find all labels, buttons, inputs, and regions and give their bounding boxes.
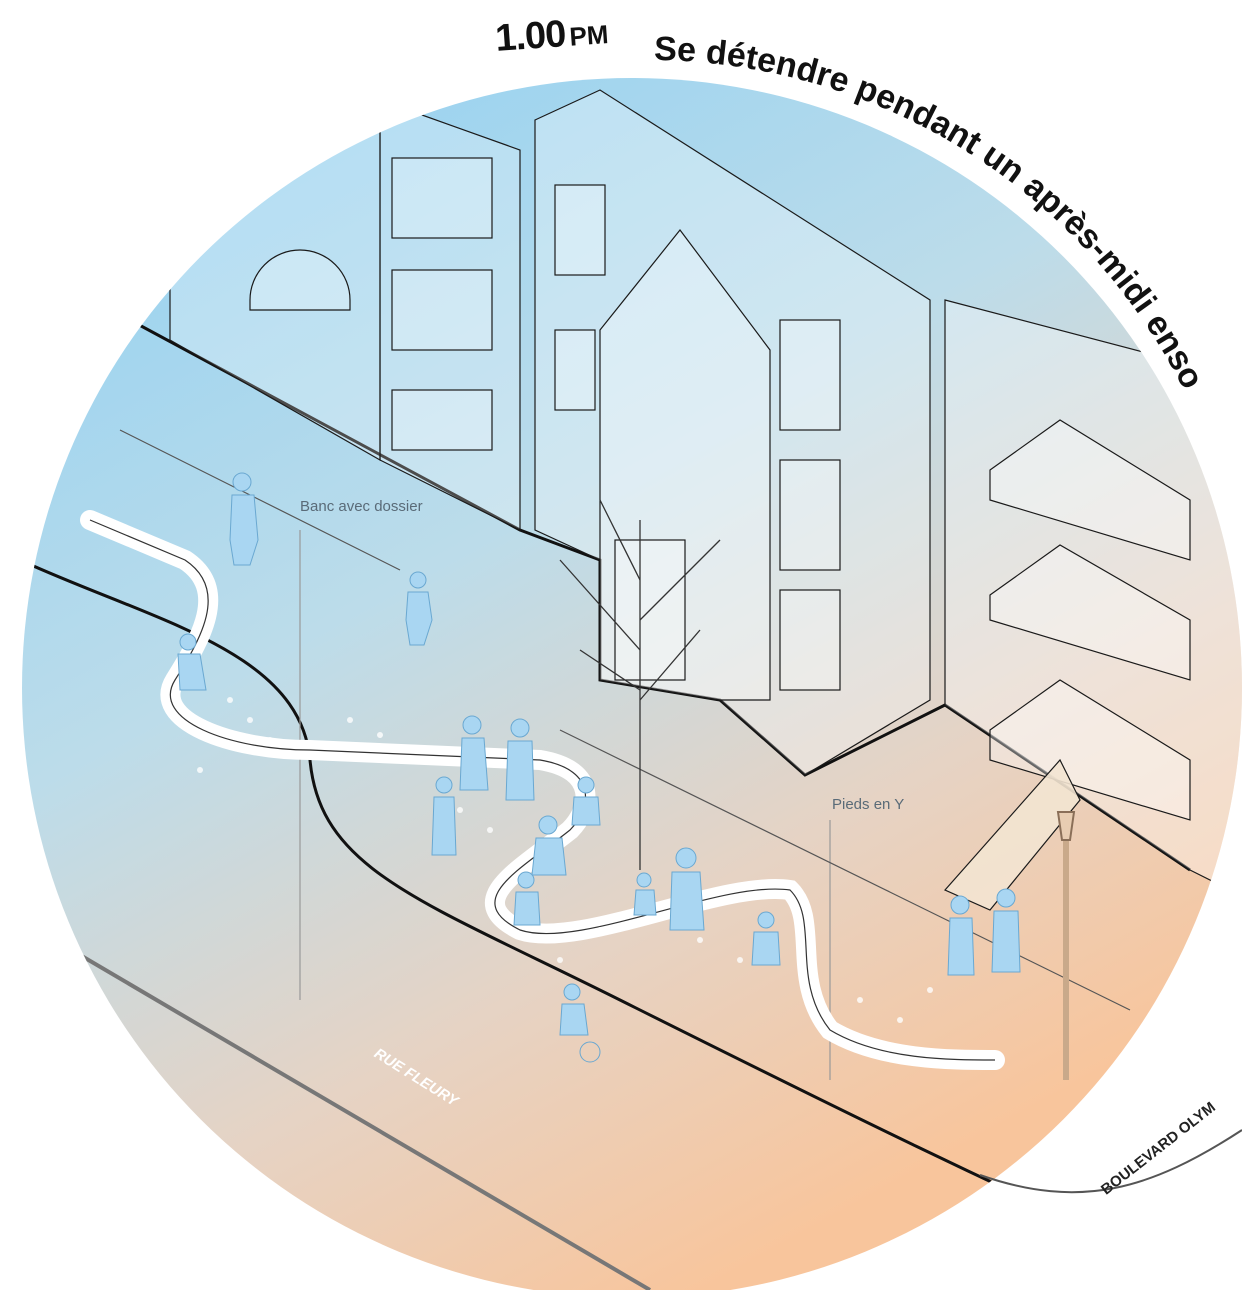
person-standing — [669, 847, 705, 931]
people — [177, 472, 1021, 1063]
callout-y-legs: Pieds en Y — [832, 796, 905, 813]
lane-line — [78, 953, 652, 1290]
tree — [559, 499, 721, 870]
person-walking — [947, 895, 975, 976]
person-sitting — [177, 633, 207, 691]
person-walking — [991, 888, 1021, 973]
person-walking — [229, 472, 259, 566]
person-sitting — [531, 815, 567, 876]
person-standing — [431, 776, 457, 856]
boulevard-line — [979, 1129, 1242, 1194]
person-sitting — [633, 872, 657, 916]
ground-dots — [197, 697, 933, 1023]
building-left — [169, 98, 521, 531]
street-lamp — [1056, 811, 1076, 1080]
curb-line — [22, 558, 1242, 1290]
time-label: 1.00PM — [494, 10, 610, 61]
time-period: PM — [568, 19, 610, 52]
callout-bench-back: Banc avec dossier — [300, 498, 423, 515]
person-standing — [459, 715, 489, 791]
person-sitting — [571, 776, 601, 826]
person-cyclist — [559, 983, 601, 1063]
person-sitting — [513, 871, 541, 926]
person-standing — [505, 718, 535, 801]
lane-line — [58, 1148, 252, 1272]
person-sitting — [751, 911, 781, 966]
building-right — [944, 299, 1242, 911]
person-walking — [405, 571, 433, 646]
time-value: 1.00 — [494, 13, 567, 60]
building-middle — [534, 89, 931, 776]
